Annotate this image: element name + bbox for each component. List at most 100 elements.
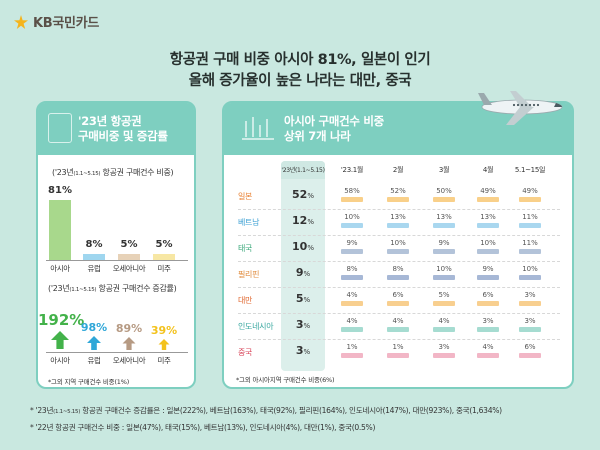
mini-bar xyxy=(341,327,363,332)
share-bar xyxy=(49,200,71,260)
monthly-share: 10% xyxy=(332,213,372,228)
mini-bar xyxy=(477,197,499,202)
mini-bar xyxy=(433,223,455,228)
mini-bar xyxy=(519,223,541,228)
brand-name: KB국민카드 xyxy=(33,16,100,31)
monthly-share: 52% xyxy=(378,187,418,202)
mini-bar xyxy=(433,249,455,254)
growth-value: 89% xyxy=(115,322,143,335)
up-arrow-icon xyxy=(158,339,170,350)
mini-bar xyxy=(433,353,455,358)
share-region: 오세아니아 xyxy=(112,264,146,273)
asia-top7-header: 아시아 구매건수 비중 상위 7개 나라 xyxy=(224,91,572,155)
mini-bar xyxy=(519,197,541,202)
monthly-share: 3% xyxy=(468,317,508,332)
monthly-share: 13% xyxy=(424,213,464,228)
mini-bar xyxy=(387,353,409,358)
growth-region: 미주 xyxy=(157,356,171,365)
brand-logo: KB국민카드 xyxy=(14,12,99,31)
monthly-share: 4% xyxy=(424,317,464,332)
country-name: 중국 xyxy=(238,348,253,357)
share-bar xyxy=(83,254,105,260)
bottom-notes: * '23년(1.1~5.15) 항공권 구매건수 증감률은 : 일본(222%… xyxy=(30,403,502,435)
monthly-share: 11% xyxy=(510,213,550,228)
country-share: 12% xyxy=(292,214,314,227)
table-header: '23년(1.1~5.15) xyxy=(281,167,325,174)
monthly-share: 3% xyxy=(510,317,550,332)
share-region: 유럽 xyxy=(87,264,101,273)
mini-bar xyxy=(433,275,455,280)
headline: 항공권 구매 비중 아시아 81%, 일본이 인기 올해 증가율이 높은 나라는… xyxy=(0,50,600,92)
monthly-share: 3% xyxy=(510,291,550,306)
monthly-share: 6% xyxy=(378,291,418,306)
share-value: 8% xyxy=(85,239,103,250)
mini-bar xyxy=(477,223,499,228)
mini-bar xyxy=(433,197,455,202)
monthly-share: 1% xyxy=(332,343,372,358)
country-share: 3% xyxy=(295,318,311,331)
country-share: 5% xyxy=(295,292,311,305)
monthly-share: 49% xyxy=(468,187,508,202)
mini-bar xyxy=(387,327,409,332)
mini-bar xyxy=(477,249,499,254)
country-share: 3% xyxy=(295,344,311,357)
monthly-share: 58% xyxy=(332,187,372,202)
airplane-icon xyxy=(478,91,563,125)
share-value: 5% xyxy=(120,239,138,250)
monthly-share: 8% xyxy=(332,265,372,280)
mini-bar xyxy=(519,249,541,254)
mini-bar xyxy=(519,327,541,332)
country-name: 일본 xyxy=(238,192,253,201)
right-footnote: *그외 아시아지역 구매건수 비중(6%) xyxy=(236,376,335,384)
mini-bar xyxy=(387,275,409,280)
mini-bar xyxy=(387,301,409,306)
monthly-share: 50% xyxy=(424,187,464,202)
left-footnote: *그외 지역 구매건수 비중(1%) xyxy=(48,378,130,386)
monthly-share: 9% xyxy=(468,265,508,280)
country-share: 10% xyxy=(292,240,314,253)
mini-bar xyxy=(477,327,499,332)
country-name: 태국 xyxy=(238,244,253,253)
mini-bar xyxy=(341,275,363,280)
mini-bar xyxy=(519,301,541,306)
row-divider xyxy=(238,261,560,262)
row-divider xyxy=(238,287,560,288)
highlight-column xyxy=(281,161,325,371)
asia-top7-title: 아시아 구매건수 비중 상위 7개 나라 xyxy=(284,114,384,143)
mini-bar xyxy=(387,223,409,228)
monthly-share: 4% xyxy=(332,291,372,306)
share-region: 아시아 xyxy=(50,264,70,273)
country-name: 베트남 xyxy=(238,218,260,227)
row-divider xyxy=(238,313,560,314)
monthly-share: 4% xyxy=(378,317,418,332)
share-section-label: ('23년(1.1~5.15) 항공권 구매건수 비중) xyxy=(52,168,174,177)
growth-section-label: ('23년(1.1~5.15) 항공권 구매건수 증감률) xyxy=(48,284,177,293)
country-name: 필리핀 xyxy=(238,270,260,279)
note-line2: * '22년 항공권 구매건수 비중 : 일본(47%), 태국(15%), 베… xyxy=(30,423,376,432)
monthly-share: 5% xyxy=(424,291,464,306)
share-region: 미주 xyxy=(157,264,171,273)
table-header: 5.1~15일 xyxy=(514,166,546,174)
share-value: 5% xyxy=(155,239,173,250)
growth-axis xyxy=(46,352,188,353)
monthly-share: 10% xyxy=(468,239,508,254)
monthly-share: 8% xyxy=(378,265,418,280)
mini-bar xyxy=(477,275,499,280)
mini-bar xyxy=(387,197,409,202)
mini-bar xyxy=(433,301,455,306)
mini-bar xyxy=(387,249,409,254)
region-share-panel: '23년 항공권 구매비중 및 증감률 ('23년(1.1~5.15) 항공권 … xyxy=(36,101,196,389)
mini-bar xyxy=(341,223,363,228)
row-divider xyxy=(238,209,560,210)
share-axis xyxy=(46,260,188,261)
monthly-share: 6% xyxy=(468,291,508,306)
monthly-share: 10% xyxy=(378,239,418,254)
growth-region: 오세아니아 xyxy=(112,356,146,365)
row-divider xyxy=(238,235,560,236)
country-name: 대만 xyxy=(238,296,253,305)
row-divider xyxy=(238,339,560,340)
mini-bar xyxy=(341,249,363,254)
growth-value: 98% xyxy=(80,321,108,334)
mini-bar xyxy=(341,301,363,306)
growth-value: 192% xyxy=(38,311,85,329)
